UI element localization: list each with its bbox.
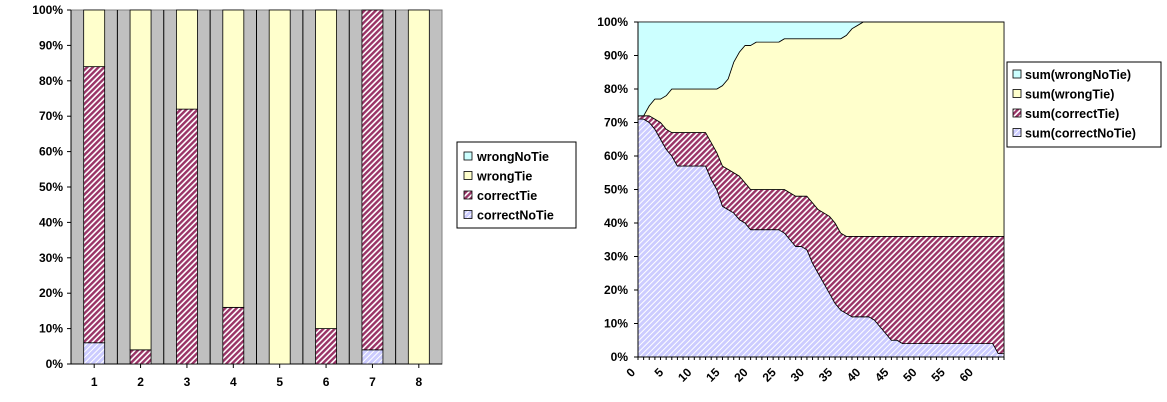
- bar-segment-correctNoTie: [83, 342, 106, 365]
- area-sum(wrongNoTie): [637, 21, 1005, 117]
- legend-swatch: [463, 171, 473, 180]
- x-tick-label: 35: [816, 365, 836, 385]
- y-tick-label: 0%: [611, 350, 629, 364]
- x-tick-label: 30: [788, 365, 808, 385]
- y-tick-label: 60%: [604, 149, 628, 163]
- y-tick-label: 40%: [604, 216, 628, 230]
- legend-swatch: [1012, 69, 1022, 79]
- legend-label: sum(correctNoTie): [1025, 127, 1136, 141]
- x-tick-label: 25: [760, 365, 780, 385]
- bar-segment-wrongTie: [315, 9, 337, 330]
- y-tick-label: 20%: [604, 283, 628, 297]
- y-tick-label: 40%: [39, 215, 63, 229]
- x-tick-label: 50: [900, 365, 920, 385]
- bar-segment-wrongTie: [176, 9, 198, 110]
- legend-swatch: [463, 151, 473, 161]
- y-tick-label: 70%: [604, 116, 628, 130]
- legend-label: wrongTie: [476, 170, 532, 184]
- x-tick-label: 8: [415, 375, 422, 389]
- y-tick-label: 60%: [39, 145, 63, 159]
- y-tick-label: 50%: [39, 180, 63, 194]
- x-tick-label: 3: [184, 375, 191, 389]
- legend-label: sum(wrongTie): [1025, 88, 1114, 102]
- x-tick-label: 55: [928, 365, 948, 385]
- bar-chart-legend: wrongNoTie wrongTie correctTie correctNoTie: [456, 141, 577, 229]
- y-tick-label: 100%: [597, 15, 628, 29]
- bar-segment-correctTie: [176, 108, 198, 365]
- y-tick-label: 30%: [604, 250, 628, 264]
- y-tick-label: 90%: [39, 38, 63, 52]
- bar-chart-percent-stacked: 0% 10% 20% 30% 40% 50% 60% 70% 80% 90% 100% 1 2 3 4 5 6 7…: [32, 3, 443, 389]
- x-tick-label: 5: [276, 375, 283, 389]
- x-tick-label: 45: [872, 365, 892, 385]
- x-tick-label: 0: [623, 365, 638, 380]
- legend-box: [1006, 61, 1162, 148]
- x-tick-label: 1: [91, 375, 98, 389]
- area-chart-legend: sum(wrongNoTie) sum(wrongTie) sum(correctT…: [1006, 61, 1162, 148]
- y-tick-label: 10%: [39, 322, 63, 336]
- legend-swatch: [463, 190, 473, 200]
- x-tick-label: 40: [844, 365, 864, 385]
- bar-segment-correctTie: [83, 66, 106, 344]
- y-tick-label: 50%: [604, 183, 628, 197]
- legend-box: [456, 141, 577, 229]
- bar-segment-wrongTie: [222, 9, 245, 308]
- x-tick-label: 20: [731, 365, 751, 385]
- x-tick-label: 5: [652, 365, 667, 380]
- y-tick-label: 70%: [39, 109, 63, 123]
- legend-swatch: [1012, 89, 1022, 98]
- x-tick-label: 2: [137, 375, 144, 389]
- bar-segment-correctTie: [361, 9, 384, 351]
- y-tick-label: 100%: [32, 3, 63, 17]
- bar-segment-wrongTie: [129, 9, 152, 351]
- x-tick-label: 6: [323, 375, 330, 389]
- bar-segment-wrongTie: [407, 9, 430, 365]
- bar-segment-correctNoTie: [361, 349, 384, 365]
- bar-segment-correctTie: [129, 349, 152, 365]
- x-tick-label: 4: [230, 375, 237, 389]
- bar-segment-correctTie: [222, 306, 245, 365]
- y-tick-label: 20%: [39, 286, 63, 300]
- x-tick-label: 7: [369, 375, 376, 389]
- x-tick-label: 15: [703, 365, 723, 385]
- x-tick-label: 10: [675, 365, 695, 385]
- legend-swatch: [463, 210, 473, 219]
- y-tick-label: 80%: [604, 82, 628, 96]
- y-tick-label: 10%: [604, 317, 628, 331]
- legend-swatch: [1012, 108, 1022, 118]
- y-tick-label: 90%: [604, 49, 628, 63]
- x-tick-label: 60: [957, 365, 977, 385]
- legend-label: correctNoTie: [477, 209, 554, 223]
- y-tick-label: 80%: [39, 74, 63, 88]
- legend-swatch: [1012, 128, 1022, 137]
- area-chart-percent-stacked: 0% 10% 20% 30% 40% 50% 60% 70% 80% 90% 100% 0 5 10 15 2…: [597, 15, 1005, 385]
- bar-segment-wrongTie: [83, 9, 106, 68]
- legend-label: sum(wrongNoTie): [1025, 68, 1131, 82]
- y-tick-label: 0%: [46, 357, 64, 371]
- bar-segment-correctTie: [315, 328, 337, 365]
- legend-label: wrongNoTie: [476, 150, 549, 164]
- legend-label: sum(correctTie): [1025, 107, 1119, 121]
- bar-segment-wrongTie: [268, 9, 291, 365]
- y-tick-label: 30%: [39, 251, 63, 265]
- legend-label: correctTie: [477, 189, 537, 203]
